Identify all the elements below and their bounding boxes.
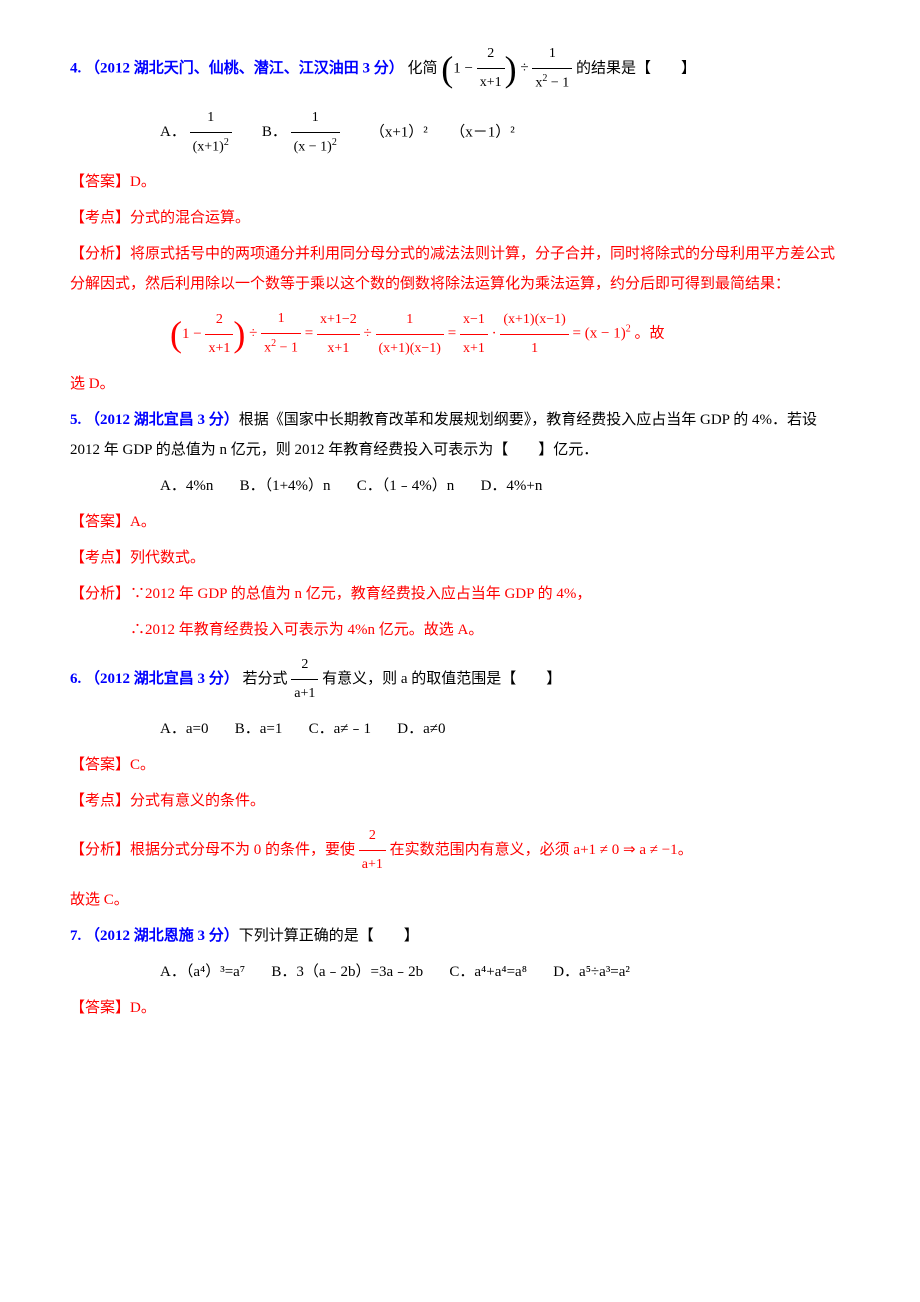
q6-analysis: 【分析】根据分式分母不为 0 的条件，要使 2a+1 在实数范围内有意义，必须 … xyxy=(70,822,850,879)
q5-answer: 【答案】A。 xyxy=(70,507,850,537)
q4-answer: 【答案】D。 xyxy=(70,167,850,197)
q4-analysis: 【分析】将原式括号中的两项通分并利用同分母分式的减法法则计算，分子合并，同时将除… xyxy=(70,239,850,299)
q6-opt-a: A．a=0 xyxy=(160,721,208,737)
q4-stem-after: 的结果是【 】 xyxy=(576,60,696,76)
q6-ref: 6. （2012 湖北宜昌 3 分） xyxy=(70,671,239,687)
q5-analysis-l1: 【分析】∵2012 年 GDP 的总值为 n 亿元，教育经费投入应占当年 GDP… xyxy=(70,579,850,609)
q4-options: A． 1(x+1)2 B． 1(x − 1)2 （x+1）² （x－1）² xyxy=(70,104,850,162)
q4-derivation: (1 − 2x+1) ÷ 1x2 − 1 = x+1−2x+1 ÷ 1(x+1)… xyxy=(70,305,850,363)
q6-opt-c: C．a≠﹣1 xyxy=(309,721,371,737)
q4-ref: 4. （2012 湖北天门、仙桃、潜江、江汉油田 3 分） xyxy=(70,60,404,76)
q7-opt-d: D．a⁵÷a³=a² xyxy=(553,964,630,980)
q4-stem: 4. （2012 湖北天门、仙桃、潜江、江汉油田 3 分） 化简 (1 − 2x… xyxy=(70,40,850,98)
q6-opt-b: B．a=1 xyxy=(235,721,283,737)
q6-stem: 6. （2012 湖北宜昌 3 分） 若分式 2a+1 有意义，则 a 的取值范… xyxy=(70,651,850,708)
q5-ref: 5. （2012 湖北宜昌 3 分） xyxy=(70,412,239,428)
q4-opt-a: A． 1(x+1)2 xyxy=(160,124,236,140)
q4-opt-b: B． 1(x − 1)2 xyxy=(262,124,344,140)
q5-opt-c: C．（1﹣4%）n xyxy=(357,478,455,494)
q5-opt-b: B．（1+4%）n xyxy=(240,478,331,494)
q7-opt-a: A．（a⁴）³=a⁷ xyxy=(160,964,245,980)
q4-topic: 【考点】分式的混合运算。 xyxy=(70,203,850,233)
q4-conclusion: 选 D。 xyxy=(70,369,850,399)
q6-options: A．a=0 B．a=1 C．a≠﹣1 D．a≠0 xyxy=(70,714,850,744)
q7-options: A．（a⁴）³=a⁷ B．3（a﹣2b）=3a﹣2b C．a⁴+a⁴=a⁸ D．… xyxy=(70,957,850,987)
q7-ref: 7. （2012 湖北恩施 3 分） xyxy=(70,928,239,944)
q5-options: A．4%n B．（1+4%）n C．（1﹣4%）n D．4%+n xyxy=(70,471,850,501)
q5-topic: 【考点】列代数式。 xyxy=(70,543,850,573)
q7-stem: 7. （2012 湖北恩施 3 分）下列计算正确的是【 】 xyxy=(70,921,850,951)
q6-conclusion: 故选 C。 xyxy=(70,885,850,915)
q7-answer: 【答案】D。 xyxy=(70,993,850,1023)
q4-opt-d: （x－1）² xyxy=(450,124,515,140)
q5-stem: 5. （2012 湖北宜昌 3 分）根据《国家中长期教育改革和发展规划纲要》，教… xyxy=(70,405,850,465)
q4-expr: (1 − 2x+1) ÷ 1x2 − 1 xyxy=(441,60,576,76)
q7-opt-b: B．3（a﹣2b）=3a﹣2b xyxy=(271,964,423,980)
q5-opt-d: D．4%+n xyxy=(481,478,543,494)
q4-stem-before: 化简 xyxy=(408,60,438,76)
q6-analysis-math: a+1 ≠ 0 ⇒ a ≠ −1 xyxy=(573,842,677,858)
q5-analysis-l2: ∴2012 年教育经费投入可表示为 4%n 亿元。故选 A。 xyxy=(70,615,850,645)
q6-opt-d: D．a≠0 xyxy=(397,721,445,737)
q4-opt-c: （x+1）² xyxy=(370,124,428,140)
q6-answer: 【答案】C。 xyxy=(70,750,850,780)
q7-opt-c: C．a⁴+a⁴=a⁸ xyxy=(449,964,527,980)
q6-topic: 【考点】分式有意义的条件。 xyxy=(70,786,850,816)
q5-opt-a: A．4%n xyxy=(160,478,213,494)
q6-expr: 2a+1 xyxy=(291,651,318,708)
